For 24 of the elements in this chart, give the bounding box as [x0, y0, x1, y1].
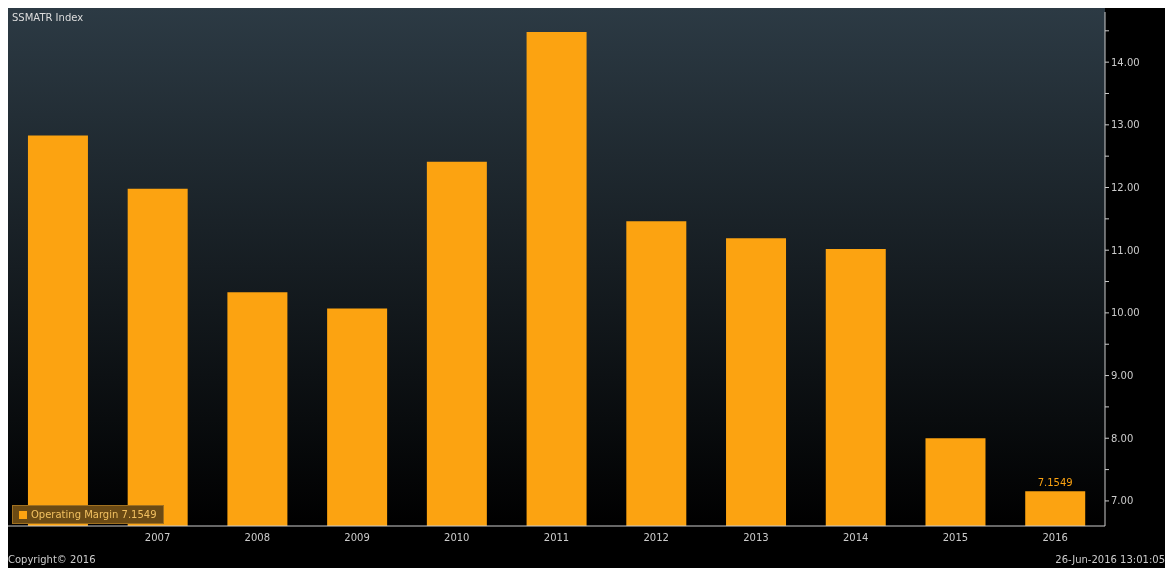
y-tick-label: 9.00: [1111, 370, 1134, 382]
data-label: 7.1549: [1037, 477, 1073, 489]
x-tick-label: 2015: [942, 532, 969, 544]
x-tick-label: 2013: [743, 532, 769, 544]
x-tick-label: 2010: [444, 532, 470, 544]
x-tick-label: 2012: [643, 532, 669, 544]
y-tick-label: 14.00: [1111, 56, 1140, 68]
chart-title: SSMATR Index: [12, 12, 84, 23]
legend-label: Operating Margin: [31, 509, 119, 520]
y-tick-label: 12.00: [1111, 182, 1140, 194]
x-tick-label: 2007: [144, 532, 171, 544]
x-tick-label: 2016: [1042, 532, 1068, 544]
y-tick-label: 7.00: [1111, 495, 1134, 507]
x-tick-label: 2008: [244, 532, 271, 544]
y-tick-label: 11.00: [1111, 244, 1140, 256]
x-tick-label: 2009: [344, 532, 370, 544]
y-tick-label: 10.00: [1111, 307, 1140, 319]
y-tick-label: 13.00: [1111, 119, 1140, 131]
x-tick-label: 2014: [842, 532, 869, 544]
x-tick-label: 2011: [543, 532, 570, 544]
text: Copyright© 2016: [8, 553, 96, 567]
text: 7.1549: [121, 509, 157, 520]
y-tick-label: 8.00: [1111, 432, 1134, 444]
text: 26-Jun-2016 13:01:05: [1055, 553, 1165, 567]
